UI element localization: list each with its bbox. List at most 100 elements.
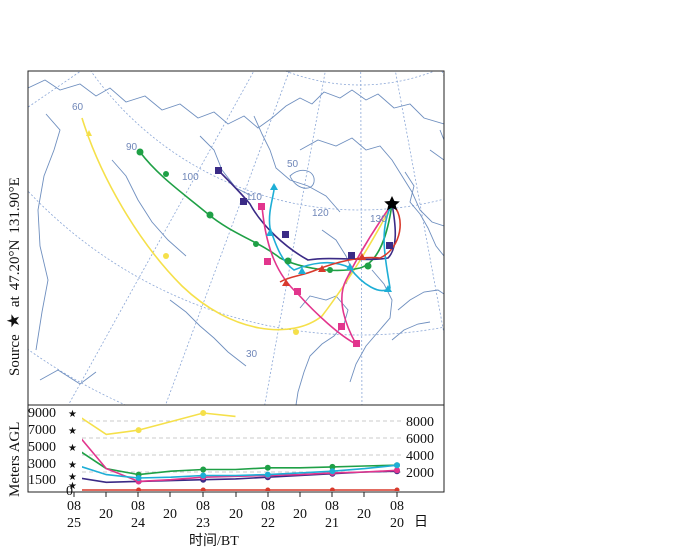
map-panel: 60 90 100 110 120 130 50 30 xyxy=(27,70,445,406)
navy-marker xyxy=(348,252,355,259)
time-hour-label: 08 xyxy=(325,499,339,514)
kamchatka-coast xyxy=(429,129,444,161)
height-point-red xyxy=(265,487,271,491)
day-unit: 日 xyxy=(414,515,428,530)
green-marker xyxy=(206,211,214,219)
river-northeast xyxy=(321,229,353,285)
height-panel: Meters AGL 9000 7000 5000 3000 1500 0 ★★… xyxy=(7,404,445,499)
height-point-cyan xyxy=(394,462,400,469)
source-lon: 131.90°E xyxy=(7,177,23,233)
height-point-red xyxy=(329,487,335,491)
height-line-green xyxy=(82,451,398,476)
time-hour-label: 08 xyxy=(67,499,81,514)
lat-label: 50 xyxy=(287,159,299,170)
time-hour-label: 20 xyxy=(229,507,243,522)
left-tick: 3000 xyxy=(28,457,56,472)
source-star-glyph: ★ xyxy=(4,313,23,328)
green-marker xyxy=(253,241,259,247)
lon-label: 130 xyxy=(370,214,387,225)
lon-label: 110 xyxy=(246,192,262,203)
lat-label: 30 xyxy=(246,349,258,360)
source-label-text: Source ★ at 47.20°N 131.90°E xyxy=(4,177,23,376)
graticule-labels: 60 90 100 110 120 130 50 30 xyxy=(72,102,387,360)
svg-text:★: ★ xyxy=(68,481,77,492)
source-star-icon xyxy=(384,196,400,211)
red-marker xyxy=(282,279,290,286)
height-point-cyan xyxy=(135,475,142,481)
magenta-marker xyxy=(264,258,271,265)
left-tick: 5000 xyxy=(28,440,56,455)
green-marker xyxy=(364,262,372,270)
height-point-red xyxy=(200,487,206,491)
svg-text:★: ★ xyxy=(68,426,77,437)
left-axis: 9000 7000 5000 3000 1500 0 ★★★ ★★★ xyxy=(28,406,77,499)
height-line-yellow xyxy=(82,412,236,436)
meridian-line xyxy=(67,71,255,405)
height-point-green xyxy=(200,466,207,473)
time-tick-marks xyxy=(73,492,398,497)
time-hour-label: 20 xyxy=(357,507,371,522)
height-line-cyan xyxy=(82,464,398,479)
height-point-magenta xyxy=(394,467,400,474)
lon-label: 60 xyxy=(72,102,84,113)
time-hour-label: 20 xyxy=(99,507,113,522)
time-axis-label: 时间/BT xyxy=(189,533,239,549)
cyan-marker xyxy=(298,267,306,274)
time-hour-label: 08 xyxy=(196,499,210,514)
time-day-label: 20 xyxy=(390,516,404,531)
magenta-marker xyxy=(294,288,301,295)
cyan-marker xyxy=(384,285,392,292)
pacific-coast xyxy=(299,137,444,227)
meridian-line xyxy=(394,71,444,336)
height-point-cyan xyxy=(200,472,207,479)
time-day-label: 22 xyxy=(261,516,275,531)
time-hour-label: 08 xyxy=(390,499,404,514)
svg-text:★: ★ xyxy=(68,460,77,471)
height-point-yellow xyxy=(135,427,142,434)
left-tick: 1500 xyxy=(28,473,56,488)
right-axis: 8000 6000 4000 2000 xyxy=(406,415,434,481)
yellow-marker xyxy=(293,329,299,335)
map-background xyxy=(28,71,444,405)
source-label: Source ★ at 47.20°N 131.90°E xyxy=(4,177,23,376)
time-day-label: 25 xyxy=(67,516,81,531)
navy-marker xyxy=(215,167,222,174)
magenta-marker xyxy=(338,323,345,330)
time-day-label: 23 xyxy=(196,516,210,531)
svg-text:★: ★ xyxy=(68,443,77,454)
green-marker xyxy=(284,257,292,265)
trajectory-markers xyxy=(86,130,400,347)
yellow-marker xyxy=(163,253,169,259)
magenta-marker xyxy=(353,340,360,347)
red-marker xyxy=(318,265,326,272)
time-day-label: 21 xyxy=(325,516,339,531)
arctic-coast xyxy=(28,79,444,129)
trajectory-yellow xyxy=(81,117,393,331)
sakhalin-coast xyxy=(404,171,444,257)
navy-marker xyxy=(240,198,247,205)
height-point-green xyxy=(264,464,271,471)
svg-text:★: ★ xyxy=(68,472,77,483)
green-marker xyxy=(327,267,333,273)
right-tick: 6000 xyxy=(406,432,434,447)
height-point-green xyxy=(329,463,336,470)
time-hour-label: 08 xyxy=(261,499,275,514)
height-ylabel: Meters AGL xyxy=(7,422,23,497)
korea-coast xyxy=(349,269,393,383)
left-tick: 9000 xyxy=(28,406,56,421)
western-rivers xyxy=(35,113,97,385)
lon-label: 100 xyxy=(182,172,199,183)
right-tick: 8000 xyxy=(406,415,434,430)
time-day-labels: 25 24 23 22 21 20 xyxy=(67,516,404,531)
right-tick: 2000 xyxy=(406,466,434,481)
right-tick: 4000 xyxy=(406,449,434,464)
latitude-circle xyxy=(284,71,436,86)
start-star-icons: ★★★ ★★★ xyxy=(68,409,77,492)
height-point-cyan xyxy=(329,468,336,475)
cyan-marker xyxy=(270,183,278,190)
navy-marker xyxy=(282,231,289,238)
trajectory-cyan xyxy=(268,189,393,292)
basin-outline xyxy=(169,299,247,367)
japan-coast xyxy=(391,289,444,341)
